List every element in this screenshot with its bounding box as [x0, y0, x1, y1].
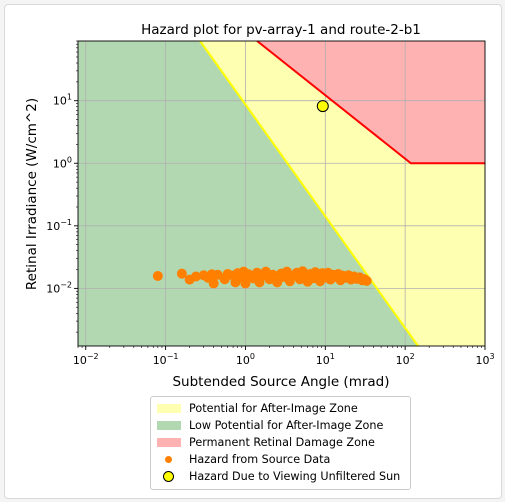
hazard-source-point: [267, 269, 278, 280]
sun-dot-icon: [163, 471, 174, 482]
hazard-source-point: [240, 278, 251, 289]
hazard-source-point: [361, 275, 372, 286]
legend-label: Hazard Due to Viewing Unfiltered Sun: [189, 470, 401, 483]
legend-item-unfiltered-sun: Hazard Due to Viewing Unfiltered Sun: [151, 469, 410, 484]
hazard-source-point: [190, 271, 201, 282]
chart-title: Hazard plot for pv-array-1 and route-2-b…: [141, 22, 421, 38]
x-tick-label: 101: [316, 352, 335, 367]
x-tick-label: 102: [396, 352, 415, 367]
legend-item-retinal-damage: Permanent Retinal Damage Zone: [151, 435, 410, 450]
legend-item-low-after-image: Low Potential for After-Image Zone: [151, 418, 410, 433]
x-tick-label: 100: [236, 352, 255, 367]
tick-labels: 10−2 10−1 100 101 102 103 10−2 10−1 100 101: [46, 93, 494, 367]
retinal-damage-swatch: [157, 438, 181, 447]
legend-item-after-image: Potential for After-Image Zone: [151, 401, 410, 416]
legend-label: Hazard from Source Data: [189, 453, 331, 466]
sun-hazard-point: [316, 100, 329, 113]
x-axis-label: Subtended Source Angle (mrad): [172, 374, 389, 390]
x-tick-label: 10−1: [153, 352, 179, 367]
y-tick-label: 10−2: [46, 280, 72, 295]
y-tick-label: 10−1: [46, 218, 72, 233]
retinal-damage-boundary-line: [256, 41, 485, 165]
plot-frame: [77, 40, 486, 347]
axis-ticks: [74, 40, 486, 350]
y-tick-label: 100: [53, 155, 72, 170]
x-tick-label: 103: [475, 352, 494, 367]
orange-dot-icon: [165, 456, 172, 463]
after-image-boundary-line: [199, 41, 419, 346]
low-after-image-zone: [78, 41, 419, 346]
hazard-zones: [78, 41, 485, 346]
y-tick-label: 101: [53, 93, 72, 108]
data-points: [152, 100, 372, 289]
low-after-image-swatch: [157, 421, 181, 430]
hazard-source-point: [208, 278, 219, 289]
legend: Potential for After-Image Zone Low Poten…: [150, 396, 411, 490]
x-tick-label: 10−2: [73, 352, 99, 367]
legend-label: Low Potential for After-Image Zone: [189, 419, 384, 432]
legend-label: Permanent Retinal Damage Zone: [189, 436, 375, 449]
legend-label: Potential for After-Image Zone: [189, 402, 358, 415]
zone-boundaries: [199, 41, 485, 346]
retinal-damage-zone: [257, 41, 485, 164]
after-image-swatch: [157, 404, 181, 413]
legend-item-source-data: Hazard from Source Data: [151, 452, 410, 467]
grid-lines: [78, 41, 485, 346]
hazard-source-point: [152, 270, 163, 281]
y-axis-label: Retinal Irradiance (W/cm^2): [24, 98, 40, 290]
hazard-source-point: [176, 268, 187, 279]
